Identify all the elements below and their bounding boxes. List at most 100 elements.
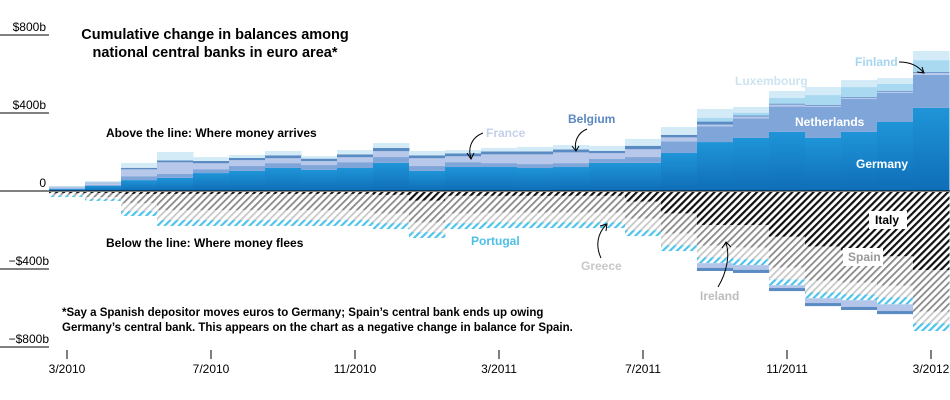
bar-greece xyxy=(625,218,662,231)
label-italy-bg xyxy=(869,211,907,229)
label-germany: Germany xyxy=(856,157,908,171)
bar-italy xyxy=(697,192,734,226)
bar-portugal xyxy=(265,220,302,226)
y-axis: $800b $400b 0 −$400b −$800b xyxy=(0,20,49,348)
bar-italy xyxy=(625,192,662,202)
arrow-icon xyxy=(469,132,484,159)
bar-belgium xyxy=(769,103,806,105)
bar-portugal xyxy=(697,257,734,264)
arrow-icon xyxy=(721,241,732,249)
bar-france xyxy=(409,158,446,167)
bar-ireland-edge xyxy=(805,303,842,307)
bar-netherlands xyxy=(157,174,194,178)
bar-italy xyxy=(373,192,410,195)
bar-luxembourg xyxy=(517,146,554,152)
bar-netherlands xyxy=(769,106,806,132)
bar-germany xyxy=(265,167,302,191)
bar-france xyxy=(193,163,230,170)
bar-belgium xyxy=(553,149,590,153)
bar-luxembourg xyxy=(913,50,950,61)
bar-france xyxy=(517,154,554,165)
arrow-icon xyxy=(599,223,608,232)
bar-france xyxy=(769,104,806,107)
bar-portugal xyxy=(481,222,518,229)
bar-greece xyxy=(517,212,554,223)
x-tick-label: 7/2010 xyxy=(193,362,230,376)
bar-italy xyxy=(49,192,86,193)
bar-italy xyxy=(193,192,230,194)
bar-greece xyxy=(157,210,194,221)
bar-finland xyxy=(841,87,878,97)
bar-italy xyxy=(265,192,302,194)
bar-luxembourg xyxy=(373,143,410,148)
label-netherlands: Netherlands xyxy=(795,115,865,129)
x-tick-label: 3/2010 xyxy=(49,362,86,376)
bar-france xyxy=(229,160,266,167)
bar-spain xyxy=(85,192,122,198)
bar-germany xyxy=(337,167,374,191)
bar-portugal xyxy=(49,195,86,198)
bar-france xyxy=(625,149,662,158)
bar-germany xyxy=(733,137,770,191)
bar-luxembourg xyxy=(481,147,518,152)
bar-germany xyxy=(697,142,734,191)
bar-netherlands xyxy=(265,163,302,168)
label-italy: Italy xyxy=(875,213,899,227)
bar-spain xyxy=(445,195,482,214)
bar-greece xyxy=(85,197,122,200)
bar-spain xyxy=(733,225,770,248)
bar-finland xyxy=(877,83,914,91)
bar-luxembourg xyxy=(229,154,266,158)
bar-luxembourg xyxy=(697,108,734,118)
bar-france xyxy=(85,183,122,185)
bar-portugal xyxy=(121,211,158,216)
bar-ireland xyxy=(733,265,770,273)
bar-france xyxy=(553,152,590,164)
bar-germany xyxy=(841,131,878,191)
bar-luxembourg xyxy=(805,87,842,96)
below-line-note: Below the line: Where money flees xyxy=(106,236,304,250)
bar-portugal xyxy=(373,223,410,230)
bar-germany xyxy=(445,167,482,191)
bar-netherlands xyxy=(877,92,914,122)
bar-portugal xyxy=(877,297,914,305)
bar-germany xyxy=(877,121,914,191)
bar-netherlands xyxy=(625,157,662,163)
bar-germany xyxy=(121,180,158,191)
bar-belgium xyxy=(445,153,482,157)
bar-italy xyxy=(769,192,806,237)
bar-france xyxy=(445,156,482,163)
bar-germany xyxy=(229,170,266,191)
bar-finland xyxy=(805,95,842,105)
bar-germany xyxy=(193,173,230,191)
bar-germany xyxy=(157,177,194,191)
bar-belgium xyxy=(733,115,770,117)
bar-portugal xyxy=(661,245,698,252)
bar-portugal xyxy=(769,279,806,286)
bar-netherlands xyxy=(697,126,734,143)
bar-finland xyxy=(913,60,950,72)
label-spain-bg xyxy=(843,248,883,266)
bar-netherlands xyxy=(517,164,554,168)
bar-portugal xyxy=(553,222,590,229)
bar-spain xyxy=(697,225,734,246)
bar-netherlands xyxy=(913,74,950,108)
label-belgium: Belgium xyxy=(568,112,615,126)
label-luxembourg: Luxembourg xyxy=(735,74,808,88)
x-tick-label: 11/2011 xyxy=(766,362,808,376)
bar-finland xyxy=(733,112,770,116)
bar-ireland xyxy=(805,298,842,307)
bar-belgium xyxy=(265,155,302,159)
bar-italy xyxy=(481,192,518,196)
bar-belgium xyxy=(193,160,230,164)
bar-spain xyxy=(589,195,626,213)
bar-belgium xyxy=(517,151,554,155)
arrow-icon xyxy=(574,128,588,151)
x-tick-label: 3/2012 xyxy=(913,362,950,376)
bar-belgium xyxy=(661,134,698,138)
bar-spain xyxy=(337,193,374,211)
bar-germany xyxy=(661,152,698,191)
bar-belgium xyxy=(409,155,446,159)
bar-france xyxy=(913,72,950,75)
